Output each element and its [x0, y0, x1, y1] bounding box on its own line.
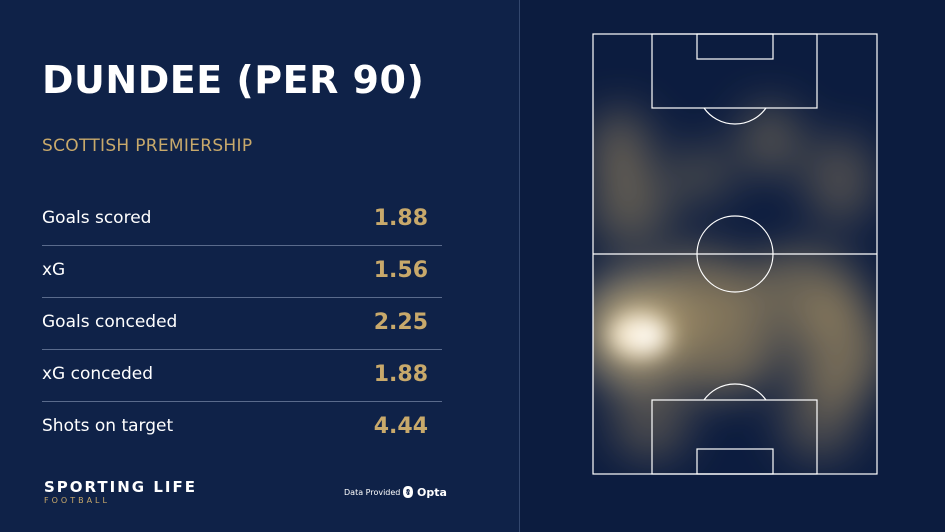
stat-row: Shots on target 4.44: [42, 402, 442, 453]
page-title: DUNDEE (PER 90): [42, 58, 425, 102]
data-provider-name: Opta: [417, 486, 447, 499]
opta-logo-icon: [403, 486, 413, 498]
pitch-heatmap: [592, 33, 878, 475]
stat-row: xG conceded 1.88: [42, 350, 442, 402]
stat-value: 4.44: [373, 414, 428, 439]
top-penalty-arc: [703, 107, 767, 125]
bottom-six-yard-box: [696, 448, 774, 475]
bottom-penalty-arc: [703, 383, 767, 401]
centre-circle: [696, 215, 774, 293]
brand-sub-text: FOOTBALL: [44, 496, 110, 505]
stat-label: xG: [42, 260, 66, 280]
stat-row: xG 1.56: [42, 246, 442, 298]
stat-value: 1.88: [373, 206, 428, 231]
stat-value: 1.56: [373, 258, 428, 283]
heatmap-panel: [520, 0, 945, 532]
top-six-yard-box: [696, 33, 774, 60]
data-provider-prefix: Data Provided by: [344, 488, 413, 497]
stats-list: Goals scored 1.88 xG 1.56 Goals conceded…: [42, 194, 442, 453]
competition-subtitle: SCOTTISH PREMIERSHIP: [42, 136, 253, 156]
stat-label: xG conceded: [42, 364, 154, 384]
heat-layer: [593, 105, 877, 460]
stat-value: 1.88: [373, 362, 428, 387]
stat-label: Goals conceded: [42, 312, 178, 332]
stat-row: Goals conceded 2.25: [42, 298, 442, 350]
stat-label: Shots on target: [42, 416, 174, 436]
stat-value: 2.25: [373, 310, 428, 335]
stats-panel: DUNDEE (PER 90) SCOTTISH PREMIERSHIP Goa…: [42, 58, 447, 505]
panel-divider: [519, 0, 520, 532]
stat-label: Goals scored: [42, 208, 152, 228]
stat-row: Goals scored 1.88: [42, 194, 442, 246]
brand-logo-text: SPORTING LIFE: [44, 478, 197, 496]
top-penalty-area: [651, 33, 818, 109]
pitch-lines: [592, 33, 878, 475]
